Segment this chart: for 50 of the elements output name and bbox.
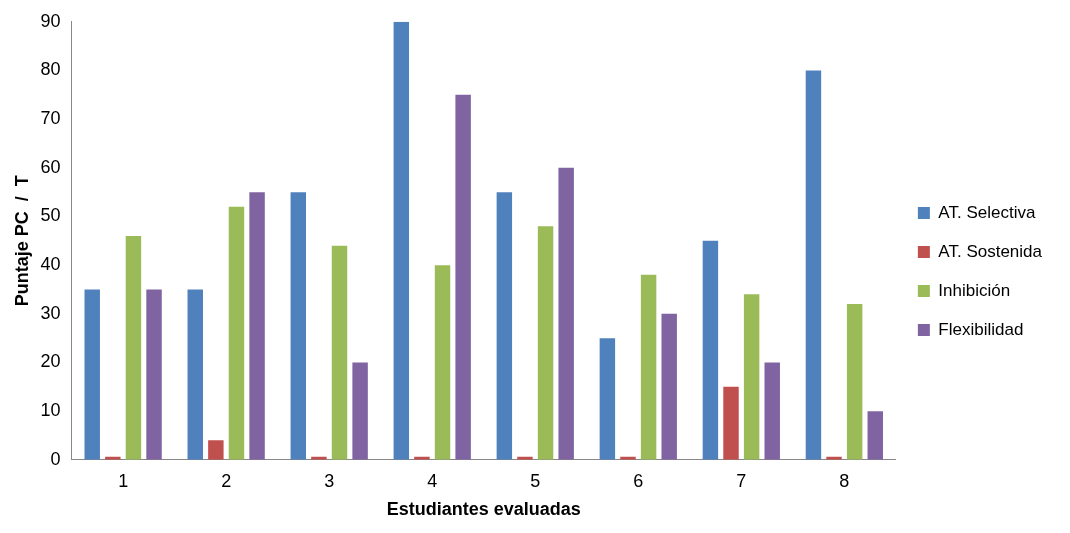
bar bbox=[537, 226, 554, 460]
y-tick-label: 30 bbox=[40, 302, 61, 323]
x-tick-label: 1 bbox=[118, 470, 129, 491]
x-tick-label: 3 bbox=[324, 470, 335, 491]
bar bbox=[187, 289, 203, 460]
bar bbox=[331, 245, 348, 460]
x-tick-label: 4 bbox=[427, 470, 438, 491]
x-axis-title: Estudiantes evaluadas bbox=[386, 499, 581, 520]
legend-label: Inhibición bbox=[938, 280, 1011, 300]
bar bbox=[846, 304, 863, 460]
y-tick-label: 40 bbox=[40, 254, 61, 275]
bar bbox=[434, 265, 451, 460]
bar bbox=[805, 70, 822, 460]
bar bbox=[290, 192, 307, 460]
y-axis-title: Puntaje PC / T bbox=[11, 175, 32, 307]
y-tick-label: 50 bbox=[40, 205, 61, 226]
y-tick-label: 80 bbox=[40, 59, 61, 80]
bar bbox=[249, 192, 265, 460]
y-tick-label: 90 bbox=[40, 10, 61, 31]
y-tick-label: 0 bbox=[50, 448, 61, 469]
x-tick-label: 5 bbox=[530, 470, 541, 491]
bar bbox=[661, 313, 677, 460]
bar bbox=[558, 167, 574, 460]
x-tick-label: 2 bbox=[221, 470, 232, 491]
bar bbox=[496, 192, 513, 460]
bar bbox=[867, 411, 883, 460]
x-tick-label: 8 bbox=[839, 470, 850, 491]
bar bbox=[702, 240, 719, 460]
bar bbox=[764, 362, 780, 460]
y-tick-label: 20 bbox=[40, 351, 61, 372]
bar bbox=[84, 289, 100, 460]
y-tick-label: 70 bbox=[40, 108, 61, 129]
y-tick-label: 10 bbox=[40, 400, 61, 421]
bar bbox=[208, 440, 224, 460]
bar bbox=[393, 21, 410, 460]
bar bbox=[146, 289, 162, 460]
bar bbox=[723, 386, 739, 460]
bar bbox=[125, 235, 142, 460]
legend-label: Flexibilidad bbox=[938, 319, 1024, 339]
bar bbox=[455, 94, 471, 460]
bar bbox=[640, 274, 657, 460]
bar bbox=[599, 338, 616, 460]
bar bbox=[228, 206, 245, 460]
x-tick-label: 6 bbox=[633, 470, 644, 491]
y-tick-label: 60 bbox=[40, 156, 61, 177]
bar bbox=[743, 294, 760, 460]
bar bbox=[352, 362, 368, 460]
x-tick-label: 7 bbox=[736, 470, 747, 491]
legend-label: AT. Sostenida bbox=[938, 241, 1043, 261]
legend-label: AT. Selectiva bbox=[938, 202, 1036, 222]
